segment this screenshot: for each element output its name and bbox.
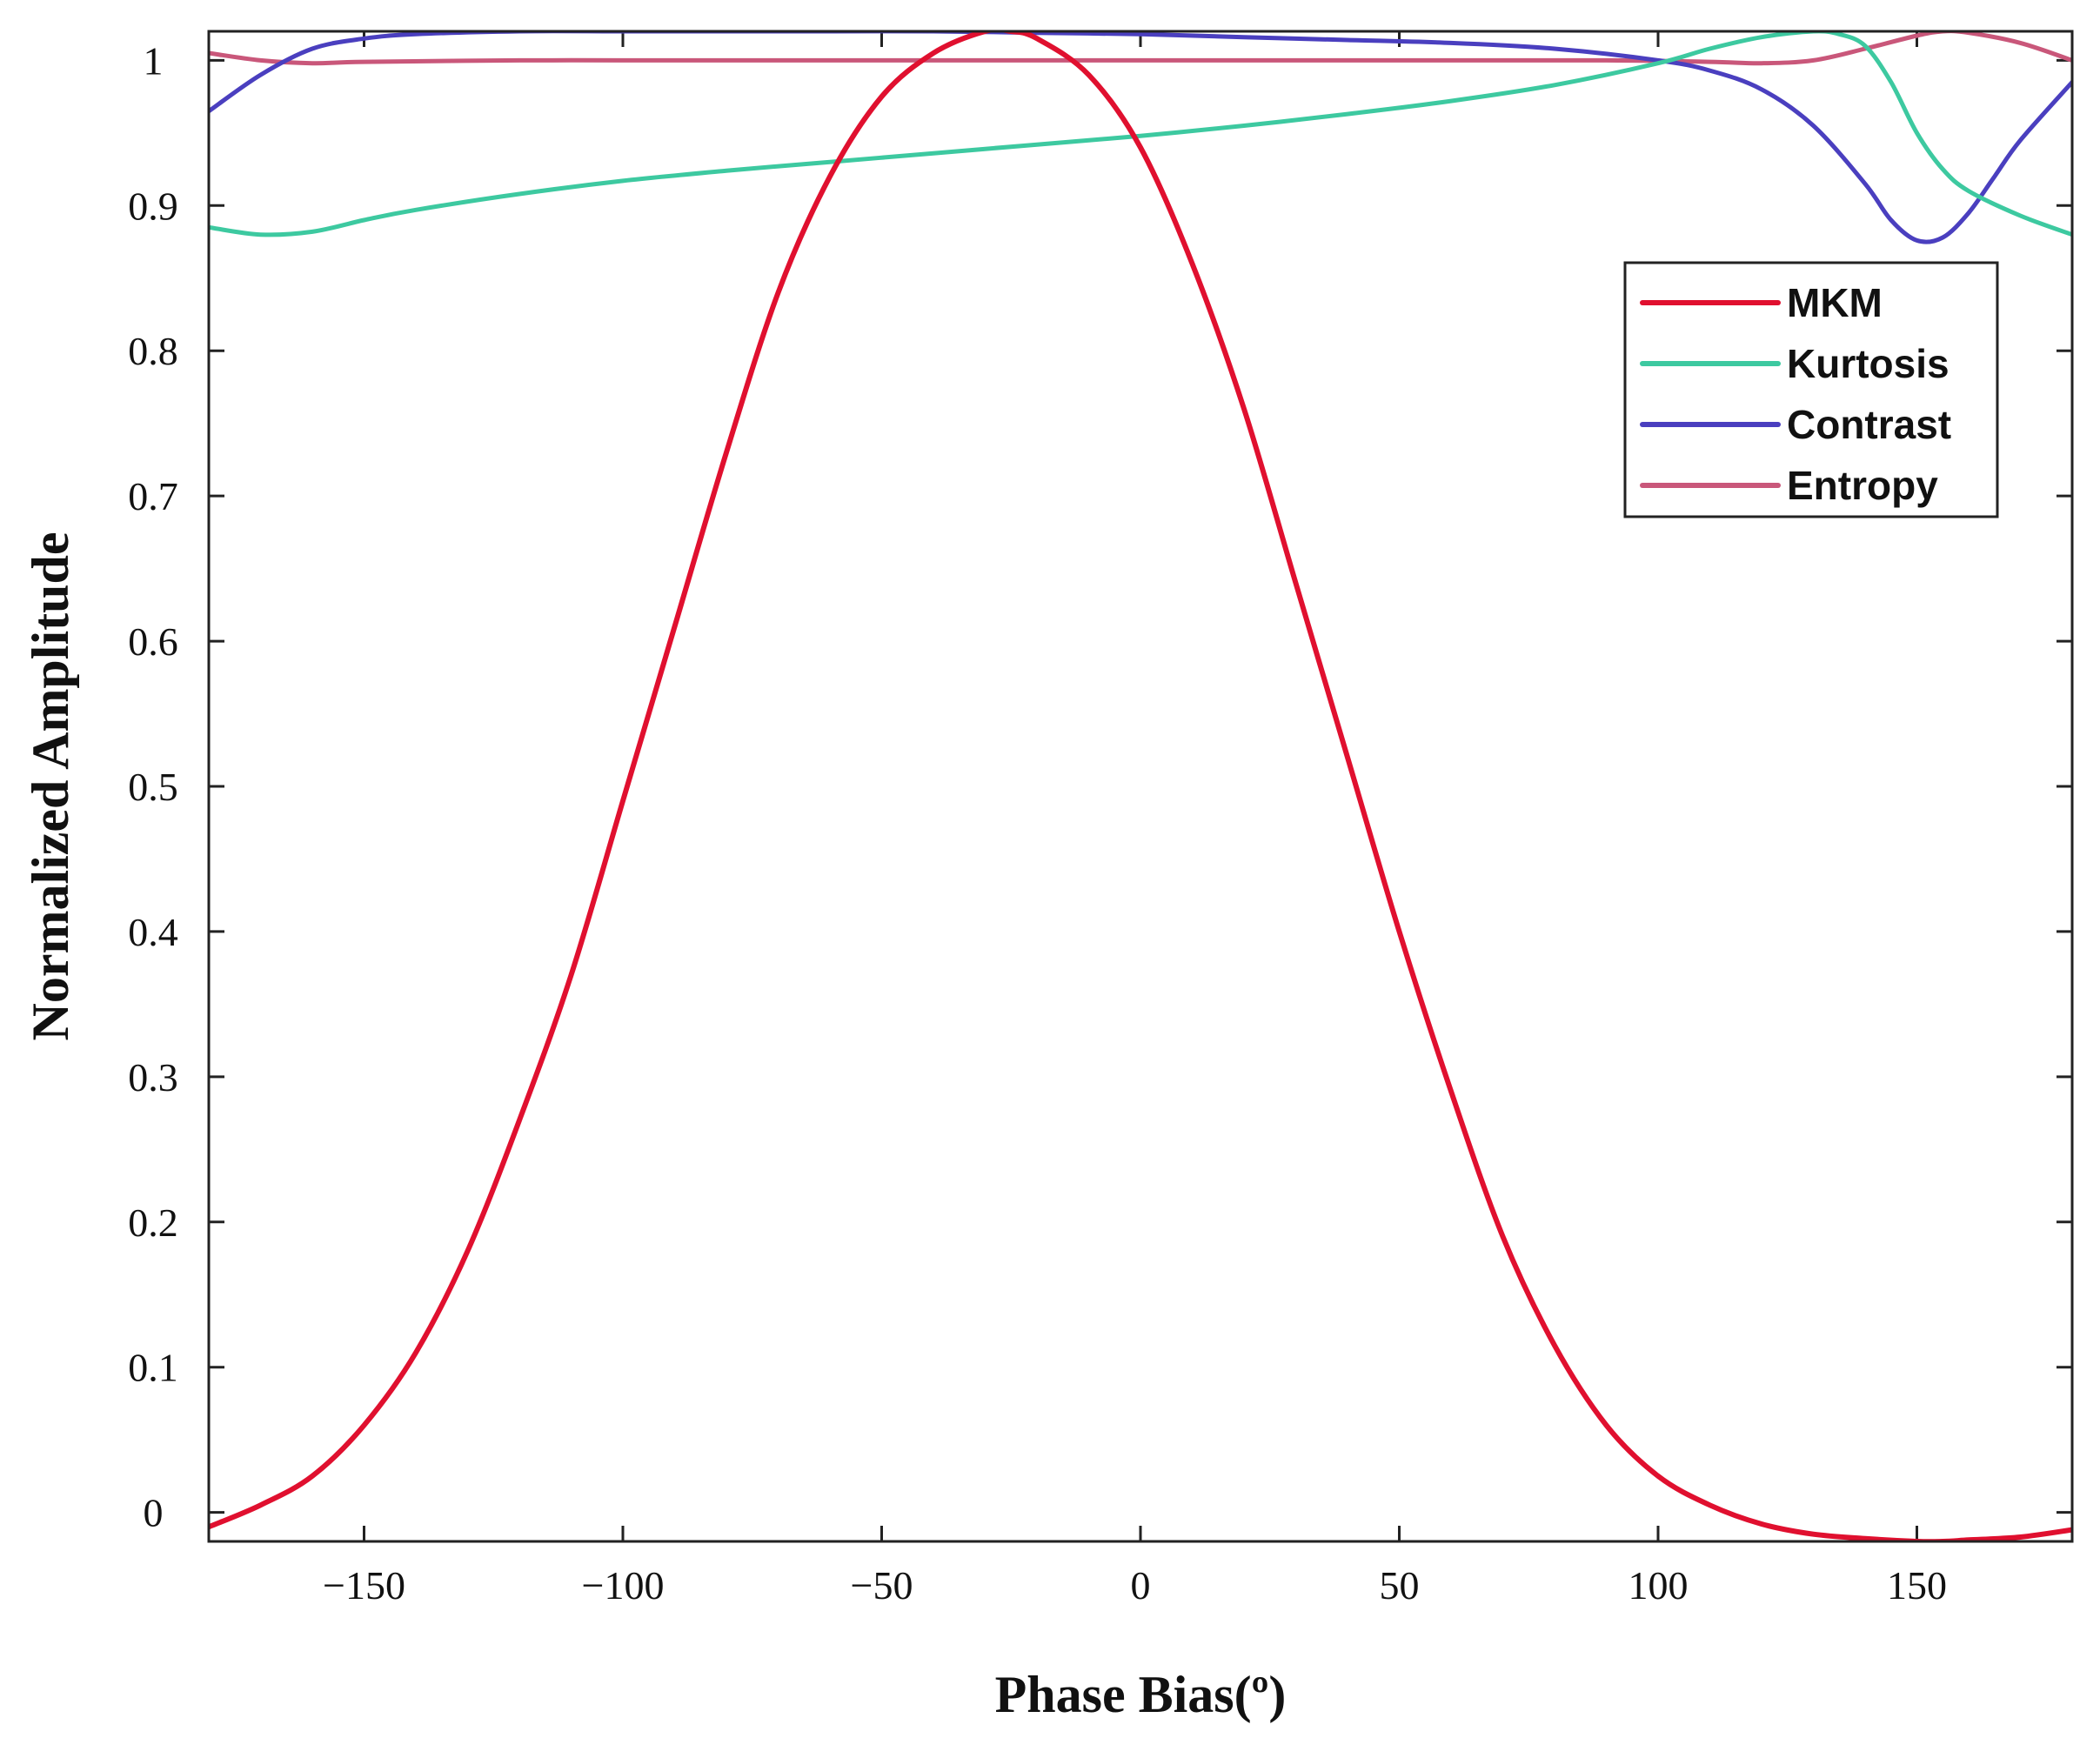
y-tick-label: 0 [144, 1491, 164, 1535]
x-axis-ticks: −150 −100 −50 0 50 100 150 [323, 31, 1947, 1608]
series-line-entropy [209, 31, 2072, 66]
y-tick-label: 1 [144, 38, 164, 83]
series-line-kurtosis [209, 31, 2072, 237]
x-tick-label: 50 [1380, 1563, 1420, 1608]
x-tick-label: −100 [582, 1563, 665, 1608]
series-line-mkm [209, 31, 2072, 1541]
legend-label-contrast: Contrast [1787, 402, 1951, 447]
y-axis-ticks: 0 0.1 0.2 0.3 0.4 0.5 0.6 0.7 0.8 0.9 1 [128, 38, 2072, 1535]
x-tick-label: −150 [323, 1563, 405, 1608]
y-tick-label: 0.2 [128, 1200, 178, 1245]
y-tick-label: 0.9 [128, 184, 178, 228]
y-tick-label: 0.6 [128, 619, 178, 664]
y-tick-label: 0.8 [128, 329, 178, 373]
y-tick-label: 0.5 [128, 765, 178, 809]
legend-label-kurtosis: Kurtosis [1787, 341, 1950, 386]
series-layer [209, 31, 2072, 1541]
x-tick-label: −50 [851, 1563, 913, 1608]
legend: MKM Kurtosis Contrast Entropy [1623, 261, 1999, 518]
plot-frame [207, 30, 2074, 1543]
x-tick-label: 100 [1629, 1563, 1689, 1608]
legend-label-entropy: Entropy [1787, 463, 1938, 508]
x-tick-label: 0 [1131, 1563, 1151, 1608]
y-axis-title: Normalized Amplitude [22, 532, 79, 1041]
legend-label-mkm: MKM [1787, 280, 1883, 325]
y-tick-label: 0.7 [128, 474, 178, 518]
y-tick-label: 0.4 [128, 910, 178, 954]
y-tick-label: 0.1 [128, 1346, 178, 1390]
x-axis-title: Phase Bias(º) [995, 1666, 1287, 1723]
y-tick-label: 0.3 [128, 1055, 178, 1100]
x-tick-label: 150 [1887, 1563, 1947, 1608]
